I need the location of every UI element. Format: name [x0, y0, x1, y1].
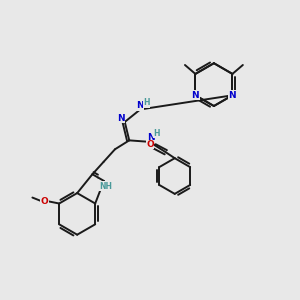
Text: N: N [147, 133, 155, 142]
Text: N: N [117, 114, 125, 123]
Text: O: O [40, 196, 48, 206]
Text: H: H [154, 129, 160, 138]
Text: N: N [136, 101, 144, 110]
Text: N: N [229, 91, 236, 100]
Text: H: H [143, 98, 149, 107]
Text: O: O [146, 140, 154, 149]
Text: N: N [192, 91, 199, 100]
Text: NH: NH [99, 182, 112, 191]
